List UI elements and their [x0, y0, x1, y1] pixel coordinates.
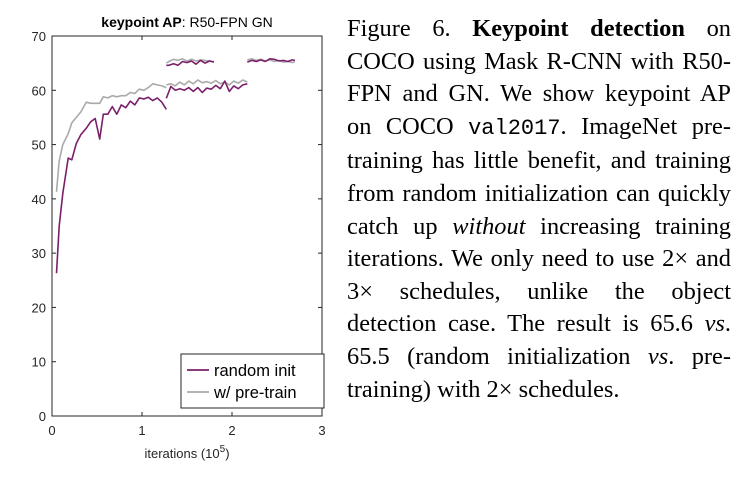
y-tick-label-50: 50 [32, 138, 46, 153]
chart-title-rest: : R50-FPN GN [181, 14, 273, 30]
series-random-init-line-3 [165, 80, 248, 99]
x-axis-label-base: iterations (10 [144, 446, 219, 461]
chart-title: keypoint AP: R50-FPN GN [52, 14, 322, 30]
caption-label: Figure 6. [347, 15, 451, 42]
y-tick-label-60: 60 [32, 83, 46, 98]
y-tick-label-40: 40 [32, 192, 46, 207]
x-tick-label-3: 3 [318, 423, 325, 438]
x-axis-label-end: ) [225, 446, 229, 461]
plot-area-frame [51, 35, 323, 417]
chart-title-bold: keypoint AP [101, 14, 182, 30]
legend-box [180, 353, 325, 409]
x-tick-label-0: 0 [48, 423, 55, 438]
caption-text-4: . 65.5 (random initialization [347, 310, 731, 370]
keypoint-ap-figure: keypoint AP: R50-FPN GN 0 10 20 30 40 50 60 70 0… [0, 0, 340, 482]
y-tick-label-30: 30 [32, 246, 46, 261]
series-random-init-line-2 [166, 59, 215, 67]
caption-vs-1: vs [704, 310, 725, 338]
series-pre-train-line-2 [165, 57, 215, 64]
caption-heading: Keypoint detection [472, 15, 685, 42]
keypoint-ap-chart: 0 10 20 30 40 50 60 70 0 1 2 3 iterations (105) rando… [32, 29, 326, 461]
x-axis-label-exponent: 5 [220, 444, 226, 455]
series-random-init-line-4 [247, 57, 296, 63]
caption-text-2: . ImageNet pre-training has little benef… [347, 112, 731, 240]
x-tick-label-1: 1 [138, 423, 145, 438]
y-tick-label-0: 0 [39, 409, 46, 424]
legend-label-pre-train: w/ pre-train [213, 384, 297, 402]
caption-paragraph: Figure 6. Keypoint detection on COCO usi… [347, 13, 731, 406]
y-tick-label-20: 20 [32, 300, 46, 315]
caption-emphasis: without [452, 212, 526, 240]
caption-text-1: on COCO using Mask R-CNN with R50-FPN an… [347, 15, 731, 140]
caption-text-3: increasing training iterations. We only … [347, 212, 731, 338]
caption-text-5: . pre-training) with 2× schedules. [347, 342, 731, 403]
series-pre-train-line-3 [166, 79, 248, 87]
y-tick-label-70: 70 [32, 29, 46, 44]
series-pre-train-line-1 [55, 83, 167, 192]
caption-vs-2: vs [647, 342, 669, 370]
x-axis-label: iterations (105) [144, 444, 229, 461]
figure-caption: Figure 6. Keypoint detection on COCO usi… [347, 13, 731, 406]
y-tick-label-10: 10 [32, 355, 46, 370]
legend-label-random-init: random init [214, 362, 296, 380]
caption-code: val2017 [468, 115, 561, 141]
x-tick-label-2: 2 [228, 423, 235, 438]
series-random-init-line-1 [55, 96, 167, 274]
